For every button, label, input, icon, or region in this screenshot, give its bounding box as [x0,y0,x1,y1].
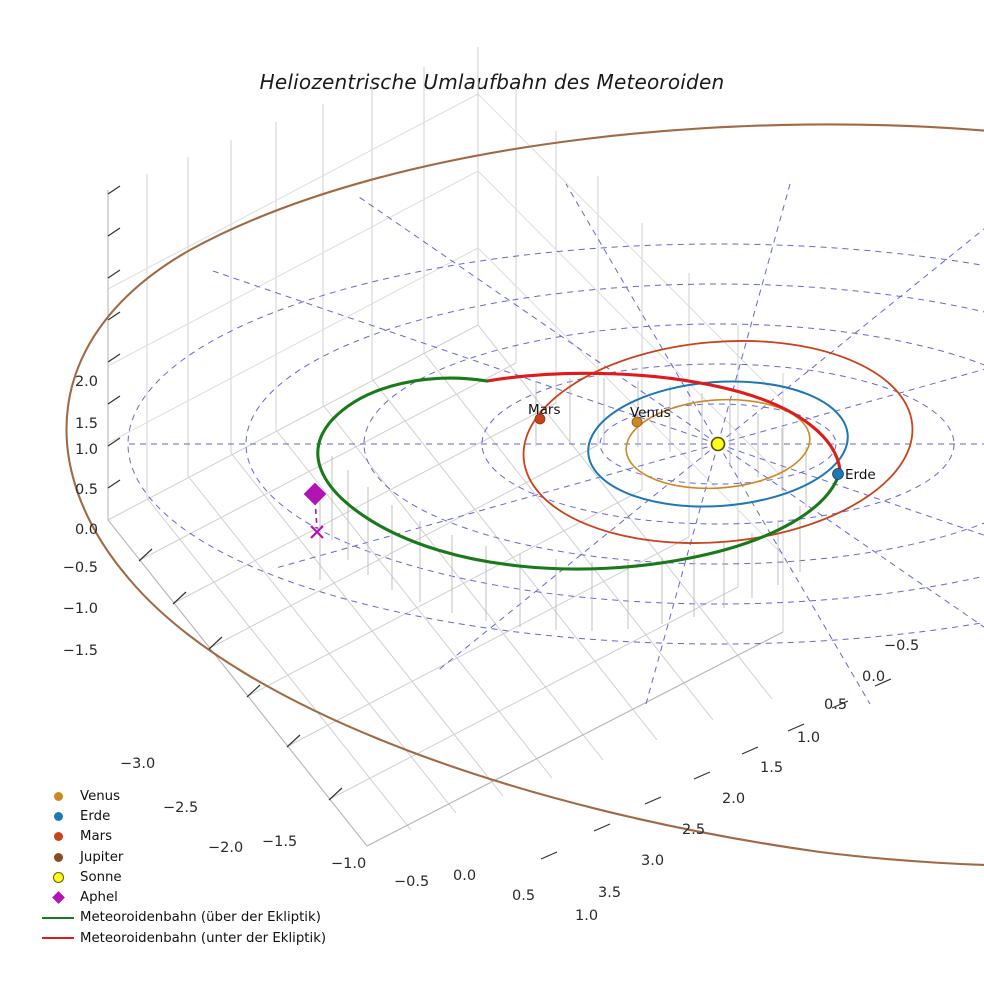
y-tick-label: 3.0 [641,853,664,869]
x-tick-label: 1.0 [575,908,598,924]
floor-grid-y-lines [107,324,784,847]
polar-grid-blue [127,183,984,705]
page-title: Heliozentrische Umlaufbahn des Meteoroid… [259,70,725,94]
legend-label: Erde [80,808,111,824]
label-venus: Venus [630,405,671,421]
x-tick-label: −2.0 [208,840,243,856]
x-tick-label: 0.5 [512,888,535,904]
legend-label: Aphel [80,890,118,906]
body-labels: Mars Venus Erde [528,402,876,483]
y-tick-label: 0.0 [862,669,885,685]
mars-marker-icon [36,832,80,842]
legend-item-mars[interactable]: Mars [36,827,366,847]
marker-erde [832,468,844,480]
axes-3d-grid [107,47,784,847]
x-tick-label: −0.5 [394,874,429,890]
aphel-group [303,482,327,539]
legend-label: Jupiter [80,849,124,865]
legend: Venus Erde Mars Jupiter Sonne Aphel Mete… [36,786,366,948]
right-wall-grid [477,47,784,632]
meteoroid-drop-stems [319,378,807,631]
aphel-marker-icon [36,891,80,904]
marker-mars [534,413,546,425]
aphel-diamond-marker [303,482,327,506]
z-tick-label: −0.5 [63,560,98,576]
legend-item-sonne[interactable]: Sonne [36,867,366,887]
body-markers [534,413,844,480]
sonne-marker-icon [36,871,80,883]
label-mars: Mars [528,402,561,418]
y-tick-label: 2.5 [682,822,705,838]
z-tick-label: 1.0 [75,442,98,458]
x-tick-label: −1.0 [331,856,366,872]
left-wall-grid [107,47,479,520]
aphel-projection-x [310,525,324,539]
legend-label: Meteoroidenbahn (unter der Ekliptik) [80,930,327,946]
z-tick-label: 0.0 [75,522,98,538]
x-tick-label: −2.5 [163,800,198,816]
x-axis-ticks: −3.0 −2.5 −2.0 −1.5 −1.0 −0.5 0.0 0.5 1.… [120,548,598,924]
jupiter-marker-icon [36,852,80,862]
y-tick-label: 1.5 [760,760,783,776]
legend-item-meteoroid-below[interactable]: Meteoroidenbahn (unter der Ekliptik) [36,928,366,948]
marker-sonne [710,436,726,452]
z-tick-label: 1.5 [75,416,98,432]
orbit-jupiter [65,123,984,867]
marker-venus [631,416,643,428]
z-axis-ticks: 2.0 1.5 1.0 0.5 0.0 −0.5 −1.0 −1.5 [63,185,121,659]
y-tick-label: −0.5 [884,638,919,654]
meteoroid-orbit-above [316,376,842,571]
x-tick-label: 0.0 [453,868,476,884]
x-tick-label: −1.5 [262,834,297,850]
z-tick-label: −1.5 [63,643,98,659]
y-axis-ticks: −0.5 0.0 0.5 1.0 1.5 2.0 2.5 3.0 3.5 [540,638,919,901]
red-line-icon [36,937,80,940]
axis-spines [107,190,784,847]
y-tick-label: 2.0 [722,791,745,807]
orbit-venus [625,398,811,490]
y-tick-label: 1.0 [797,730,820,746]
z-tick-label: −1.0 [63,601,98,617]
legend-item-meteoroid-above[interactable]: Meteoroidenbahn (über der Ekliptik) [36,908,366,928]
label-erde: Erde [845,467,876,483]
x-axis-spine [107,519,368,847]
y-tick-label: 0.5 [824,697,847,713]
orbit-mars [522,340,914,544]
green-line-icon [36,916,80,919]
legend-label: Sonne [80,869,122,885]
z-tick-label: 2.0 [75,374,98,390]
legend-item-venus[interactable]: Venus [36,786,366,806]
z-tick-label: 0.5 [75,482,98,498]
y-axis-spine [366,631,784,847]
orbit-erde [587,380,849,508]
legend-label: Venus [80,788,121,804]
meteoroid-orbit-below [485,371,842,472]
legend-label: Mars [80,829,113,845]
legend-item-aphel[interactable]: Aphel [36,887,366,907]
legend-label: Meteoroidenbahn (über der Ekliptik) [80,910,321,926]
polar-radial-spokes [128,183,984,705]
legend-item-jupiter[interactable]: Jupiter [36,847,366,867]
erde-marker-icon [36,811,80,821]
y-tick-label: 3.5 [598,885,621,901]
legend-item-erde[interactable]: Erde [36,806,366,826]
venus-marker-icon [36,791,80,801]
x-tick-label: −3.0 [120,756,155,772]
